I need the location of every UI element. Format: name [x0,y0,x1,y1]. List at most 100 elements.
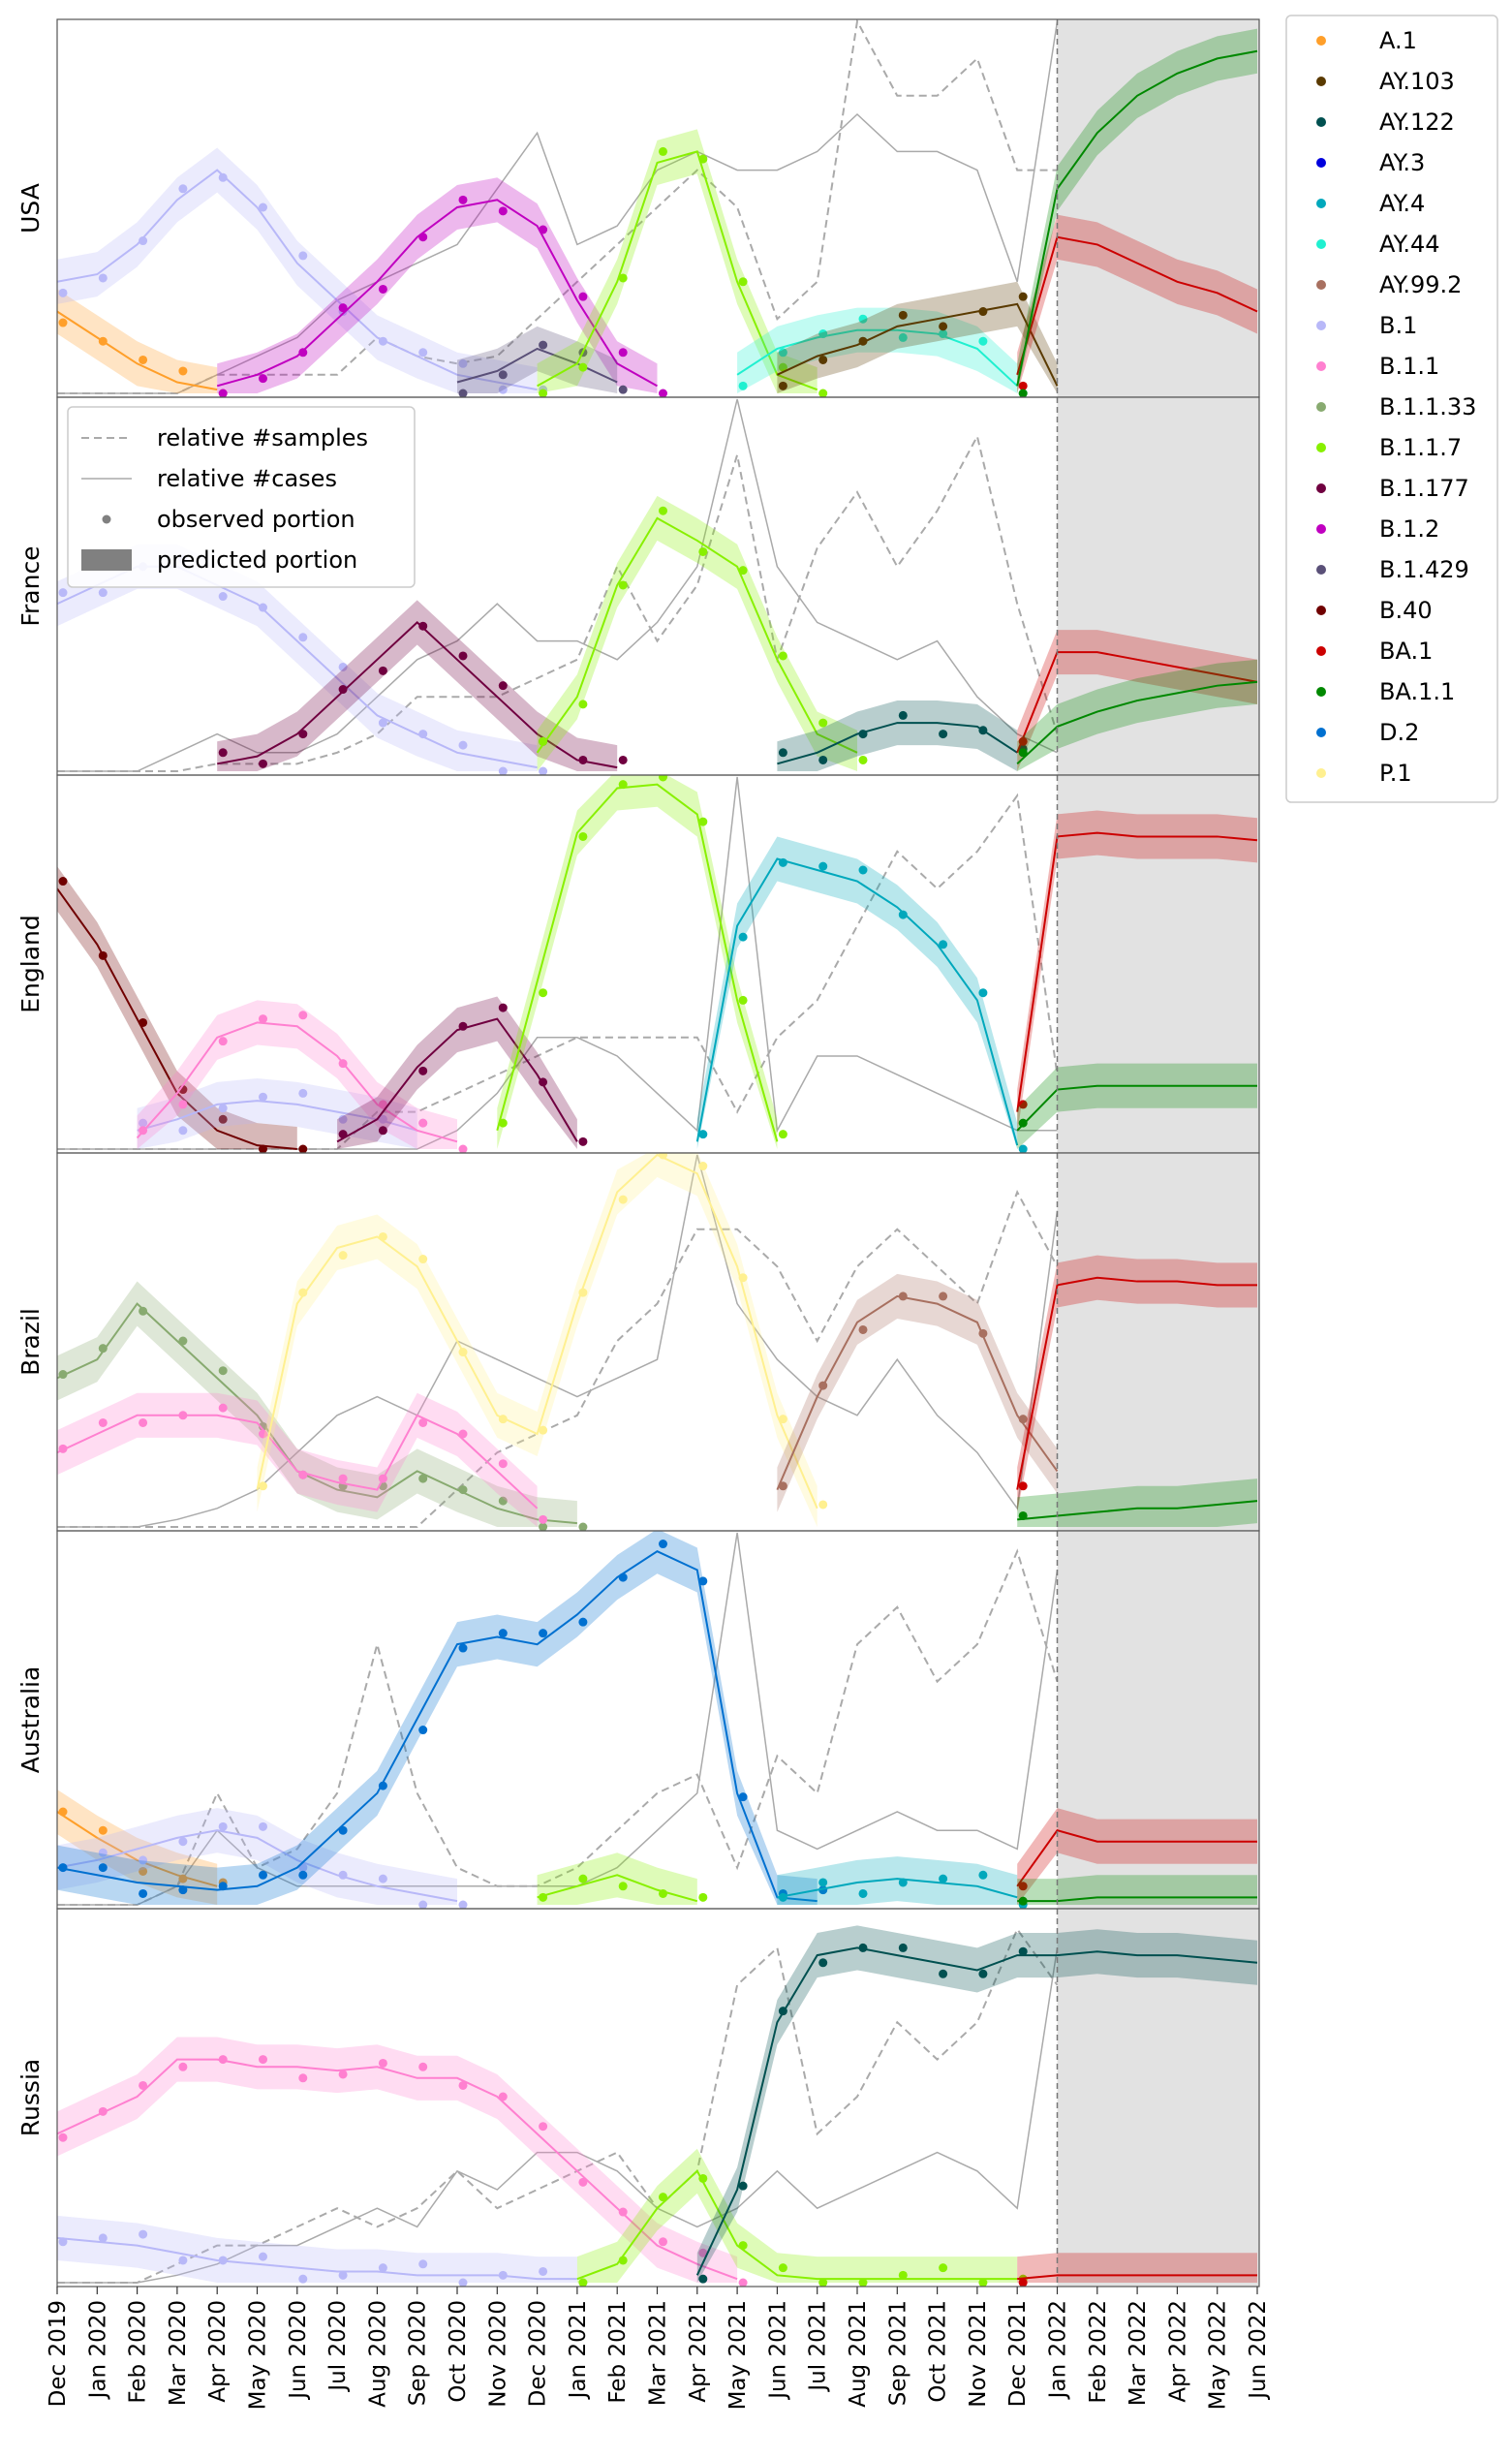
observed-point [539,1425,548,1435]
observed-point [698,2173,708,2183]
observed-point [858,2278,868,2287]
predicted-line [1017,2274,1257,2281]
observed-point [98,2233,108,2243]
observed-point [58,877,68,887]
observed-point [659,775,667,782]
legend-marker [1316,158,1326,168]
observed-point [139,1855,148,1865]
observed-point [618,755,628,764]
panel-label-england: England [16,915,45,1013]
x-tick-label: Jan 2021 [566,2300,591,2400]
x-tick-label: Mar 2021 [646,2300,671,2406]
observed-point [218,1403,228,1413]
observed-point [778,381,787,390]
legend-marker [1316,117,1326,127]
observed-point [1018,1481,1028,1491]
observed-point [498,1629,508,1638]
observed-point [458,651,468,661]
observed-point [978,1969,988,1978]
legend-item-ay-122: AY.122 [1316,109,1455,136]
observed-point [818,389,828,397]
observed-point [139,1017,148,1027]
observed-point [458,1021,468,1031]
observed-point [298,1144,308,1153]
observed-point [298,1870,308,1880]
observed-point [698,1576,708,1586]
observed-point [578,1874,588,1883]
predicted-line [57,1829,458,1903]
panel-usa: USA [16,18,1260,398]
observed-point [618,348,628,358]
observed-point [418,2062,428,2071]
series-b-1 [57,544,548,775]
predicted-line [1016,680,1258,765]
series-ba-1-1 [1016,659,1258,771]
observed-point [818,2278,828,2287]
observed-point [539,2122,548,2132]
series-b-1-1 [136,1000,468,1153]
predicted-band [576,2148,1018,2283]
observed-point [1018,1946,1028,1956]
predicted-line [57,1811,218,1887]
series-ay-103 [776,281,1059,393]
legend-label: P.1 [1379,760,1412,787]
legend-marker [1316,402,1326,412]
predicted-band [537,1852,697,1905]
predicted-band [137,1078,417,1149]
observed-point [218,1821,228,1831]
x-tick-label: Apr 2020 [205,2300,231,2403]
observed-point [218,592,228,602]
observed-point [659,2193,667,2202]
series-b-1 [57,1808,468,1909]
observed-point [738,932,748,942]
observed-point [978,2278,988,2287]
predicted-band [1017,630,1257,771]
predicted-line [57,310,218,391]
predicted-band [457,326,618,393]
series-b-1-1 [57,2037,748,2287]
observed-point [259,2055,267,2065]
legend-item-ay-103: AY.103 [1316,68,1455,95]
legend-label: AY.3 [1379,149,1425,176]
observed-point [618,1195,628,1204]
predicted-line [336,1017,578,1143]
observed-point [98,588,108,598]
observed-point [338,303,348,313]
observed-point [498,1118,508,1128]
observed-point [418,1066,428,1075]
series-ay-4 [777,1856,1028,1909]
observed-point [139,1417,148,1427]
observed-point [58,2237,68,2247]
observed-point [418,1474,428,1483]
observed-point [1018,1415,1028,1424]
observed-point [858,314,868,324]
observed-point [818,329,828,339]
observed-point [578,1617,588,1627]
legend-label: AY.4 [1379,190,1425,217]
observed-point [858,1888,868,1898]
predicted-band [1017,810,1257,1135]
legend-label: B.1.1.33 [1379,393,1476,420]
observed-point [578,2278,588,2287]
observed-point [738,381,748,390]
observed-point [778,1892,787,1902]
observed-point [698,817,708,826]
predicted-line [217,621,618,769]
observed-point [858,730,868,739]
observed-point [858,865,868,875]
observed-point [178,1885,188,1895]
forecast-region [1057,19,1259,397]
panel-plot-area [57,1531,1257,1909]
observed-point [939,1292,948,1301]
x-tick-label: May 2022 [1206,2300,1231,2410]
predicted-line [576,2169,1018,2281]
observed-point [139,236,148,246]
observed-point [259,603,267,612]
observed-point [98,1848,108,1857]
observed-point [978,726,988,735]
observed-point [139,1866,148,1876]
panel-australia: Australia [16,1530,1260,1910]
observed-point [58,1807,68,1817]
legend-marker [1316,606,1326,615]
